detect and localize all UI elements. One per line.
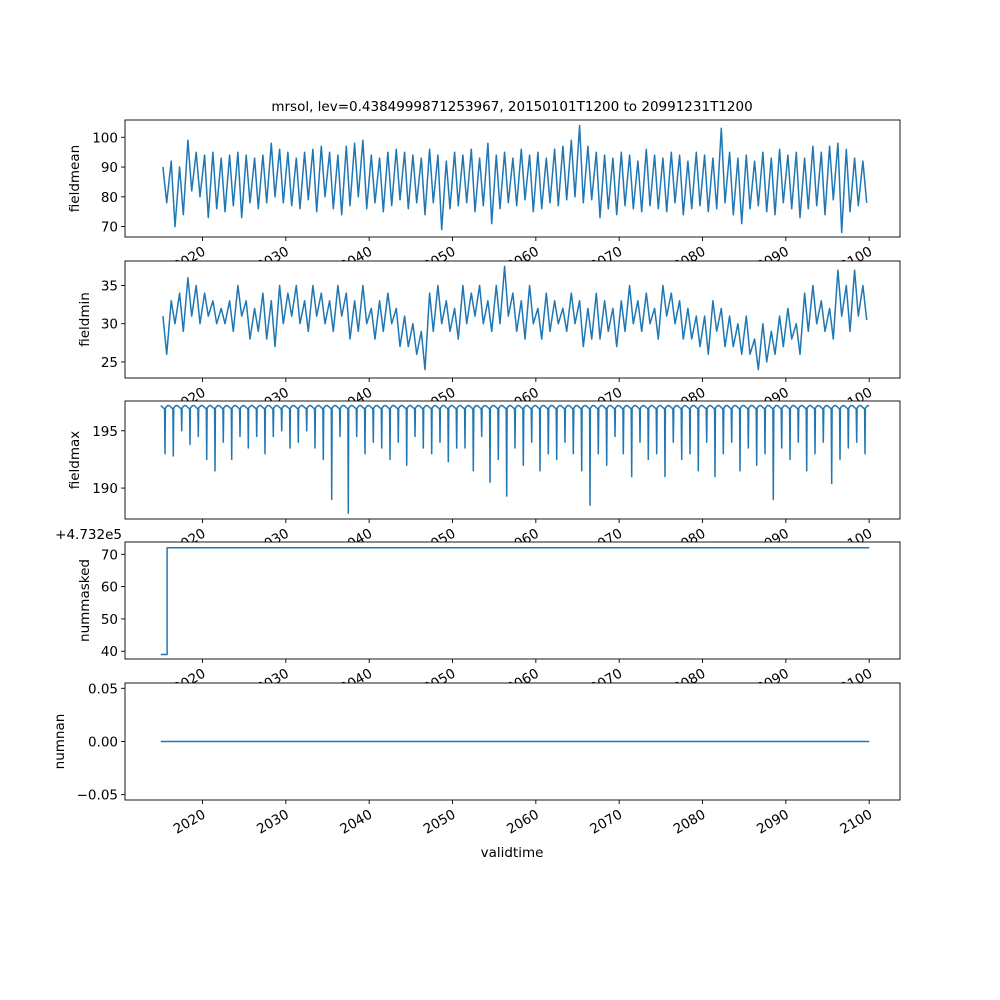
y-axis-label: numnan [52,714,68,770]
y-tick-label: 80 [101,190,118,206]
plot-area [125,120,900,237]
chart-title: mrsol, lev=0.4384999871253967, 20150101T… [271,99,752,115]
y-tick-label: 190 [92,481,118,497]
y-tick-label: 70 [101,220,118,236]
y-tick-label: 30 [101,317,118,333]
y-tick-label: 100 [92,130,118,146]
y-axis-label: fieldmin [77,292,93,347]
fieldmin-series-line [162,265,868,371]
plot-area [125,542,900,659]
fieldmax-series-line [160,404,870,515]
y-tick-label: 70 [101,547,118,563]
plot-area [125,261,900,378]
axes-frame [124,119,901,238]
axes-frame [124,400,901,520]
y-tick-label: 50 [101,612,118,628]
x-axis-label: validtime [481,845,544,861]
y-tick-label: 60 [101,580,118,596]
fieldmean-series-line [162,124,868,234]
y-tick-label: −0.05 [77,788,118,804]
y-axis-label: fieldmax [67,431,83,490]
y-tick-label: 40 [101,644,118,660]
y-tick-label: 25 [101,355,118,371]
y-tick-label: 0.05 [88,681,118,697]
y-tick-label: 35 [101,278,118,294]
axes-frame [124,260,901,379]
plot-area [125,401,900,519]
y-tick-label: 195 [92,424,118,440]
y-tick-label: 0.00 [88,735,118,751]
axes-frame [124,541,901,660]
y-offset-label: +4.732e5 [55,527,122,543]
y-axis-label: nummasked [77,559,93,642]
y-axis-label: fieldmean [67,145,83,212]
nummasked-series-line [160,547,870,656]
y-tick-label: 90 [101,160,118,176]
